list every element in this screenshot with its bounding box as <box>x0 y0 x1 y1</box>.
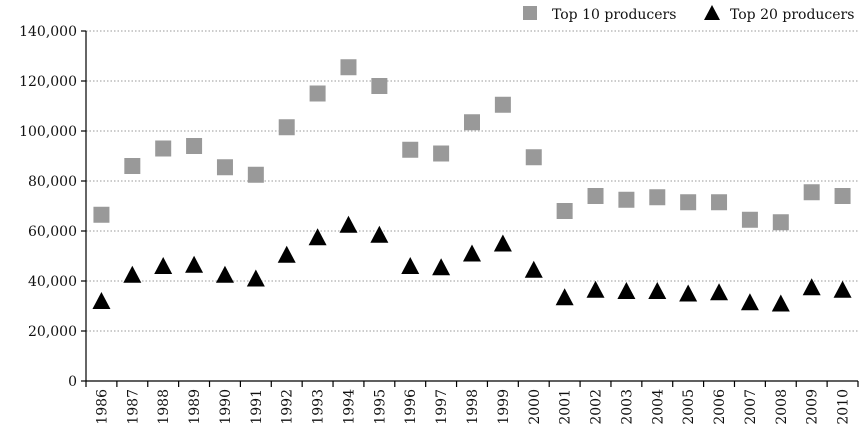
axes <box>81 30 859 387</box>
point-top-10-producers <box>278 119 295 136</box>
point-top-20-producers <box>246 269 265 287</box>
x-tick-label: 1993 <box>311 389 327 425</box>
point-top-20-producers <box>185 255 204 273</box>
x-tick-label: 1988 <box>156 389 172 425</box>
legend-marker-top-20 <box>704 5 720 20</box>
grid-lines <box>86 30 858 332</box>
y-tick-label: 80,000 <box>28 174 77 190</box>
point-top-20-producers <box>771 294 790 312</box>
x-tick-label: 2005 <box>681 389 697 425</box>
x-tick-label: 1998 <box>465 389 481 425</box>
point-top-10-producers <box>803 184 820 201</box>
x-tick-label: 1996 <box>403 389 419 425</box>
point-top-20-producers <box>432 258 451 276</box>
point-top-10-producers <box>711 194 728 211</box>
point-top-10-producers <box>649 189 666 206</box>
point-top-20-producers <box>555 288 574 306</box>
x-tick-label: 1987 <box>125 389 141 425</box>
point-top-20-producers <box>154 257 173 274</box>
point-top-10-producers <box>155 140 172 157</box>
point-top-20-producers <box>679 284 698 302</box>
point-top-20-producers <box>401 257 420 274</box>
point-top-20-producers <box>524 260 543 278</box>
x-tick-labels: 1986 1987 1988 1989 1990 1991 1992 1993 1994 1995… <box>94 389 851 425</box>
point-top-20-producers <box>277 245 296 263</box>
point-top-10-producers <box>93 206 110 223</box>
point-top-10-producers <box>464 114 480 131</box>
x-tick-label: 1995 <box>372 389 388 425</box>
point-top-20-producers <box>370 225 389 243</box>
legend-marker-top-10 <box>523 6 537 20</box>
point-top-20-producers <box>493 234 512 252</box>
point-top-20-producers <box>802 278 821 296</box>
point-top-20-producers <box>463 244 481 262</box>
point-top-10-producers <box>741 211 758 228</box>
point-top-10-producers <box>247 166 264 183</box>
point-top-20-producers <box>92 292 111 309</box>
y-tick-label: 140,000 <box>19 24 77 40</box>
point-top-10-producers <box>494 96 511 113</box>
series-top-10-producers <box>93 59 851 231</box>
point-top-10-producers <box>772 214 789 231</box>
point-top-10-producers <box>556 203 573 219</box>
x-tick-label: 2004 <box>650 389 666 425</box>
point-top-10-producers <box>124 158 141 174</box>
x-tick-label: 1991 <box>249 389 265 425</box>
x-tick-label: 2009 <box>805 389 821 425</box>
x-tick-label: 2006 <box>712 389 728 425</box>
x-tick-label: 2003 <box>619 389 635 425</box>
x-tick-label: 1989 <box>187 389 203 425</box>
point-top-20-producers <box>339 215 358 233</box>
x-tick-label: 2007 <box>743 389 759 425</box>
point-top-20-producers <box>740 293 759 311</box>
x-tick-label: 2001 <box>558 389 574 425</box>
legend: Top 10 producers Top 20 producers <box>523 5 854 23</box>
x-tick-label: 2000 <box>527 389 543 425</box>
x-tick-label: 1990 <box>218 389 234 425</box>
point-top-20-producers <box>586 280 605 298</box>
point-top-20-producers <box>215 265 234 283</box>
x-tick-label: 2002 <box>589 389 605 425</box>
series-top-20-producers <box>92 215 852 312</box>
point-top-20-producers <box>833 280 852 298</box>
point-top-10-producers <box>433 145 450 162</box>
point-top-20-producers <box>710 283 729 301</box>
x-tick-label: 1999 <box>496 389 512 425</box>
x-tick-label: 1997 <box>434 389 450 425</box>
x-tick-label: 1992 <box>280 389 296 425</box>
y-tick-label: 100,000 <box>19 124 77 140</box>
point-top-10-producers <box>525 149 542 166</box>
point-top-10-producers <box>834 188 851 204</box>
legend-label-top-20: Top 20 producers <box>730 7 854 23</box>
legend-label-top-10: Top 10 producers <box>552 7 676 23</box>
point-top-10-producers <box>618 191 635 208</box>
point-top-10-producers <box>186 138 203 154</box>
point-top-10-producers <box>309 85 326 102</box>
point-top-10-producers <box>587 188 604 204</box>
point-top-10-producers <box>340 59 357 76</box>
y-tick-label: 20,000 <box>28 324 77 340</box>
x-tick-label: 1994 <box>341 389 357 425</box>
y-tick-label: 120,000 <box>19 74 77 90</box>
x-tick-label: 2008 <box>774 389 790 425</box>
y-tick-label: 60,000 <box>28 224 77 240</box>
point-top-10-producers <box>680 194 697 211</box>
point-top-10-producers <box>402 141 419 158</box>
point-top-20-producers <box>308 228 327 246</box>
point-top-20-producers <box>648 282 667 299</box>
y-tick-labels: 0 20,000 40,000 60,000 80,000 100,000 120,000 1… <box>19 24 77 390</box>
x-tick-label: 2010 <box>836 389 852 425</box>
y-tick-label: 40,000 <box>28 274 77 290</box>
x-tick-label: 1986 <box>94 389 110 425</box>
y-tick-label: 0 <box>68 374 77 390</box>
point-top-10-producers <box>371 78 388 94</box>
point-top-20-producers <box>123 265 142 283</box>
point-top-10-producers <box>216 159 233 176</box>
point-top-20-producers <box>617 282 636 299</box>
